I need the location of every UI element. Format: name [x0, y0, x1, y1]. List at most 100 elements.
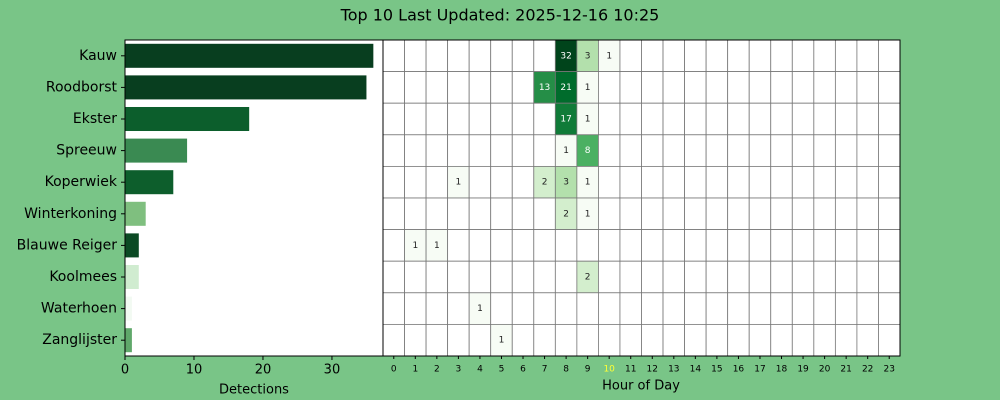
empty-cell [878, 71, 901, 104]
empty-cell [576, 229, 599, 262]
empty-cell [641, 292, 664, 325]
empty-cell [468, 323, 492, 357]
x-tick-label: 11 [625, 365, 636, 375]
empty-cell [447, 39, 470, 73]
empty-cell [404, 134, 427, 167]
x-tick-label: 30 [324, 363, 341, 378]
empty-cell [382, 323, 405, 357]
bar [125, 138, 188, 163]
empty-cell [404, 102, 427, 136]
cell-label: 2 [585, 273, 591, 283]
empty-cell [791, 260, 815, 294]
empty-cell [770, 39, 793, 73]
empty-cell [490, 71, 513, 104]
empty-cell [511, 323, 535, 357]
empty-cell [705, 292, 729, 325]
empty-cell [770, 292, 793, 325]
empty-cell [748, 102, 772, 136]
y-tick-label: Koolmees [49, 269, 117, 285]
empty-cell [834, 165, 858, 199]
cell-label: 1 [585, 209, 591, 219]
bar [125, 170, 174, 195]
empty-cell [554, 260, 578, 294]
cell-label: 2 [542, 178, 548, 188]
cell-label: 2 [563, 209, 569, 219]
empty-cell [813, 229, 836, 262]
x-tick-label: 13 [668, 365, 679, 375]
empty-cell [641, 260, 664, 294]
empty-cell [748, 165, 772, 199]
x-tick-label: 3 [456, 365, 462, 375]
empty-cell [490, 165, 513, 199]
bar [125, 264, 139, 290]
empty-cell [490, 292, 513, 325]
empty-cell [748, 292, 772, 325]
empty-cell [533, 102, 556, 136]
empty-cell [834, 323, 858, 357]
empty-cell [878, 39, 901, 73]
empty-cell [598, 134, 621, 167]
empty-cell [727, 71, 750, 104]
empty-cell [533, 292, 556, 325]
empty-cell [576, 292, 599, 325]
empty-cell [533, 229, 556, 262]
x-tick-label: 6 [520, 365, 526, 375]
empty-cell [878, 260, 901, 294]
empty-cell [834, 71, 858, 104]
empty-cell [641, 102, 664, 136]
x-tick-label: 12 [647, 365, 658, 375]
cell-label: 3 [585, 51, 591, 61]
cell-label: 1 [585, 178, 591, 188]
empty-cell [511, 292, 535, 325]
x-tick-label: 8 [563, 365, 569, 375]
empty-cell [770, 165, 793, 199]
empty-cell [662, 292, 685, 325]
empty-cell [705, 102, 729, 136]
empty-cell [684, 323, 707, 357]
x-tick-label: 2 [434, 365, 440, 375]
x-tick-label: 22 [862, 365, 873, 375]
empty-cell [813, 323, 836, 357]
empty-cell [641, 39, 664, 73]
x-tick-label: 20 [255, 363, 272, 378]
empty-cell [382, 165, 405, 199]
empty-cell [662, 323, 685, 357]
empty-cell [727, 292, 750, 325]
empty-cell [404, 39, 427, 73]
empty-cell [598, 165, 621, 199]
empty-cell [382, 292, 405, 325]
empty-cell [425, 323, 449, 357]
y-tick-label: Roodborst [46, 79, 118, 95]
empty-cell [533, 197, 556, 231]
empty-cell [490, 134, 513, 167]
empty-cell [619, 197, 642, 231]
empty-cell [468, 229, 492, 262]
empty-cell [447, 134, 470, 167]
empty-cell [404, 292, 427, 325]
empty-cell [511, 102, 535, 136]
empty-cell [856, 165, 879, 199]
empty-cell [834, 229, 858, 262]
empty-cell [791, 71, 815, 104]
empty-cell [727, 260, 750, 294]
x-tick-label: 18 [776, 365, 788, 375]
empty-cell [662, 71, 685, 104]
y-tick-label: Koperwiek [45, 174, 118, 190]
empty-cell [447, 292, 470, 325]
empty-cell [598, 260, 621, 294]
empty-cell [856, 71, 879, 104]
empty-cell [791, 197, 815, 231]
y-tick-label: Ekster [73, 111, 117, 127]
y-tick-label: Blauwe Reiger [17, 237, 118, 253]
empty-cell [425, 260, 449, 294]
empty-cell [856, 260, 879, 294]
empty-cell [447, 229, 470, 262]
empty-cell [856, 134, 879, 167]
empty-cell [856, 323, 879, 357]
empty-cell [404, 165, 427, 199]
cell-label: 3 [563, 178, 569, 188]
empty-cell [813, 197, 836, 231]
empty-cell [425, 292, 449, 325]
empty-cell [425, 102, 449, 136]
empty-cell [576, 323, 599, 357]
